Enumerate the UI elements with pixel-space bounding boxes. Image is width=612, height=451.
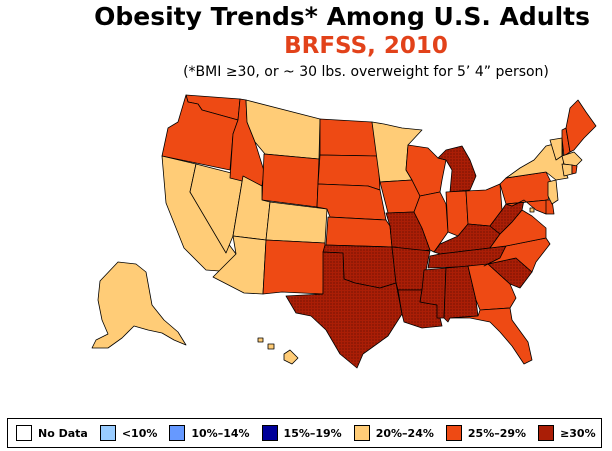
legend-label: 10%–14% [191, 426, 250, 440]
state-RI [571, 164, 578, 175]
state-WY [261, 153, 320, 208]
state-NJ [547, 179, 559, 205]
legend-item: 15%–19% [261, 425, 342, 441]
legend-label: 20%–24% [375, 426, 434, 440]
us-choropleth-map [91, 94, 597, 369]
legend-item: No Data [16, 425, 88, 441]
legend-swatch [169, 425, 186, 441]
legend-item: ≥30% [538, 425, 596, 441]
legend-swatch [353, 425, 370, 441]
legend-swatch [99, 425, 116, 441]
state-NM [262, 239, 326, 295]
legend-swatch [261, 425, 278, 441]
legend-label: <10% [121, 426, 158, 440]
legend-label: No Data [38, 426, 88, 440]
legend-swatch [16, 425, 32, 441]
state-FL [449, 307, 533, 365]
state-IA [379, 179, 421, 214]
state-MI [437, 145, 477, 193]
legend-item: 10%–14% [169, 425, 250, 441]
state-DC [529, 207, 535, 213]
legend-item: <10% [99, 425, 158, 441]
state-ME [565, 99, 597, 153]
page-title: Obesity Trends* Among U.S. Adults [94, 2, 590, 31]
legend-item: 25%–29% [445, 425, 527, 441]
state-AK [91, 261, 187, 349]
page-subtitle: BRFSS, 2010 [284, 33, 448, 59]
state-WI [405, 144, 447, 197]
state-NY [505, 141, 569, 181]
legend-label: 25%–29% [467, 426, 527, 440]
bmi-footnote: (*BMI ≥30, or ~ 30 lbs. overweight for 5… [183, 64, 549, 80]
state-ND [319, 118, 379, 157]
state-MA [561, 151, 583, 167]
state-CO [265, 201, 328, 244]
legend-label: 15%–19% [283, 426, 342, 440]
legend-item: 20%–24% [353, 425, 434, 441]
state-NE [316, 183, 387, 221]
legend-swatch [445, 425, 462, 441]
state-CT [561, 163, 573, 177]
state-KS [325, 216, 393, 248]
state-NC [483, 237, 551, 273]
legend-swatch [538, 425, 555, 441]
state-TX [285, 251, 403, 369]
state-HI [257, 337, 299, 365]
legend-label: ≥30% [560, 426, 596, 440]
legend: No Data <10% 10%–14% 15%–19% 20%–24% 25%–29% ≥… [7, 418, 602, 448]
